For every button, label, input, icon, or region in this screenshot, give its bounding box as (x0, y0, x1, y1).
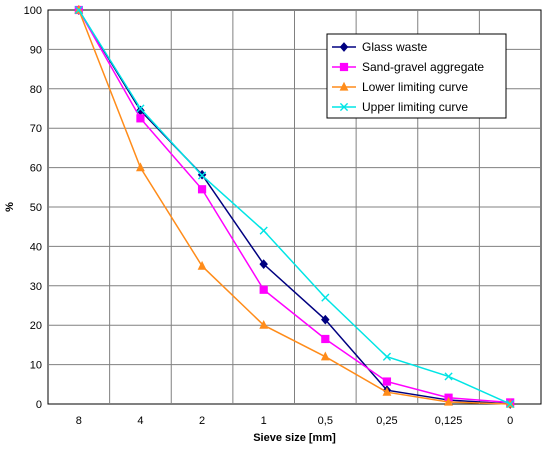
series-line (78, 9, 511, 404)
legend-label: Upper limiting curve (362, 100, 468, 114)
data-point (382, 352, 392, 361)
data-point (136, 104, 145, 113)
y-tick-label: 30 (30, 281, 42, 293)
data-point (259, 319, 269, 329)
data-point (321, 293, 330, 302)
x-tick-label: 8 (76, 415, 82, 427)
y-tick-label: 50 (30, 202, 42, 214)
data-point (136, 162, 145, 172)
tick-labels: 0 10 20 30 40 50 60 70 80 90 100 8 4 2 1 0,5 0,25 0,125 0 (24, 5, 514, 427)
series-line (78, 9, 511, 405)
data-point (321, 334, 330, 344)
legend-entry: Glass waste (332, 40, 428, 54)
x-tick-label: 0,125 (435, 415, 463, 427)
y-tick-label: 90 (30, 44, 42, 56)
legend-box (326, 33, 507, 119)
data-point (321, 314, 330, 325)
data-point (197, 260, 207, 270)
legend-marker (339, 62, 349, 72)
data-point (506, 399, 515, 409)
x-tick-label: 1 (261, 415, 267, 427)
x-tick-label: 0 (507, 415, 513, 427)
data-point (382, 386, 392, 396)
y-tick-label: 10 (30, 360, 42, 372)
y-tick-label: 100 (24, 5, 42, 17)
legend-marker (339, 42, 349, 52)
x-tick-label: 2 (199, 415, 205, 427)
x-tick-label: 4 (137, 415, 143, 427)
data-point (74, 5, 83, 15)
series-4 (74, 5, 515, 409)
y-tick-label: 60 (30, 163, 42, 175)
legend-label: Lower limiting curve (362, 80, 468, 94)
data-point (136, 114, 145, 123)
legend: Glass waste Sand-gravel aggregate Lower li… (326, 33, 507, 119)
data-point (197, 171, 207, 180)
y-tick-label: 20 (30, 320, 42, 332)
data-point (197, 185, 207, 194)
legend-entry: Lower limiting curve (332, 80, 468, 94)
legend-entry: Sand-gravel aggregate (332, 60, 484, 74)
series-lines (74, 4, 515, 409)
data-point (444, 372, 453, 381)
x-axis-title: Sieve size [mm] (253, 432, 336, 444)
y-axis-title: % (4, 202, 16, 212)
legend-label: Glass waste (362, 40, 428, 54)
legend-marker (339, 81, 349, 91)
series-line (78, 9, 511, 405)
y-tick-label: 70 (30, 123, 42, 135)
data-point (259, 226, 268, 235)
y-tick-label: 0 (36, 399, 42, 411)
series-line (78, 9, 511, 405)
x-tick-label: 0,5 (318, 415, 333, 427)
data-point (259, 285, 268, 294)
legend-marker (339, 102, 349, 112)
y-tick-label: 80 (30, 84, 42, 96)
x-tick-label: 0,25 (376, 415, 397, 427)
legend-entry: Upper limiting curve (332, 100, 468, 114)
data-point (259, 259, 268, 269)
y-tick-label: 40 (30, 241, 42, 253)
legend-label: Sand-gravel aggregate (362, 60, 484, 74)
data-point (320, 351, 330, 361)
data-point (444, 396, 453, 406)
data-point (382, 377, 392, 386)
